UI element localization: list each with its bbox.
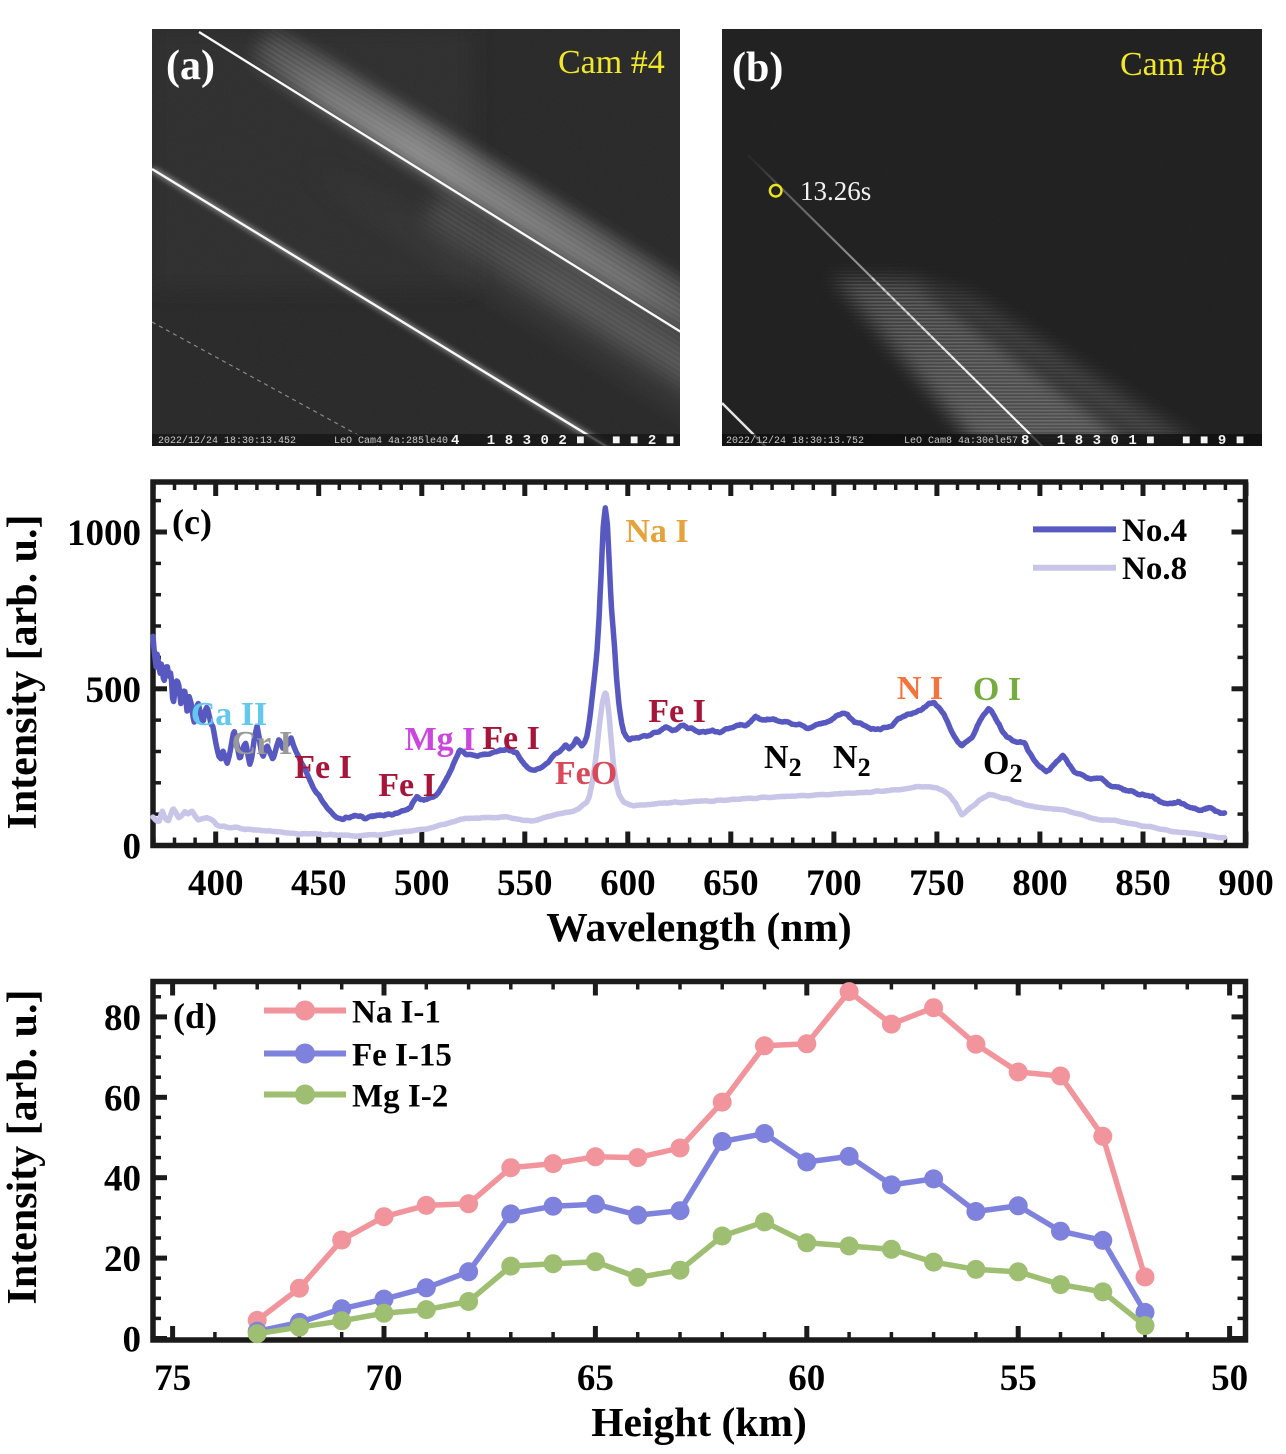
svg-text:Intensity [arb. u.]: Intensity [arb. u.] <box>0 514 46 829</box>
svg-text:LeO Cam4 4a:285le40: LeO Cam4 4a:285le40 <box>334 435 448 446</box>
svg-text:Fe I: Fe I <box>648 693 706 730</box>
svg-text:Fe I-15: Fe I-15 <box>352 1038 452 1074</box>
svg-text:700: 700 <box>806 863 862 904</box>
svg-text:(d): (d) <box>173 996 217 1036</box>
svg-text:No.8: No.8 <box>1122 551 1187 587</box>
svg-text:Intensity [arb. u.]: Intensity [arb. u.] <box>0 989 46 1304</box>
svg-text:550: 550 <box>497 863 553 904</box>
svg-text:Na I-1: Na I-1 <box>352 995 441 1031</box>
svg-text:(a): (a) <box>166 43 215 89</box>
svg-text:0: 0 <box>123 827 142 868</box>
svg-text:Mg I-2: Mg I-2 <box>352 1079 448 1115</box>
svg-text:450: 450 <box>291 863 347 904</box>
svg-text:65: 65 <box>577 1358 614 1399</box>
svg-text:Na I: Na I <box>625 513 688 550</box>
svg-text:O2: O2 <box>983 745 1022 788</box>
svg-text:Cam #8: Cam #8 <box>1120 46 1227 83</box>
svg-text:4 18302■ ■■2■: 4 18302■ ■■2■ <box>451 433 680 446</box>
svg-text:No.4: No.4 <box>1122 513 1187 549</box>
svg-text:0: 0 <box>123 1320 142 1361</box>
svg-text:55: 55 <box>1000 1358 1037 1399</box>
svg-text:(b): (b) <box>732 45 783 91</box>
svg-text:75: 75 <box>154 1358 191 1399</box>
svg-text:FeO: FeO <box>555 755 617 792</box>
svg-text:N I: N I <box>897 670 943 707</box>
svg-text:50: 50 <box>1211 1358 1248 1399</box>
svg-text:Cam #4: Cam #4 <box>558 44 665 81</box>
svg-text:70: 70 <box>366 1358 403 1399</box>
svg-text:Fe I: Fe I <box>482 720 540 757</box>
svg-text:80: 80 <box>104 998 141 1039</box>
svg-text:Height (km): Height (km) <box>591 1399 807 1446</box>
svg-text:N2: N2 <box>833 739 871 782</box>
svg-text:20: 20 <box>104 1239 141 1280</box>
svg-text:40: 40 <box>104 1159 141 1200</box>
svg-text:650: 650 <box>703 863 759 904</box>
svg-text:N2: N2 <box>764 739 802 782</box>
svg-text:400: 400 <box>188 863 244 904</box>
svg-text:2022/12/24 18:30:13.752: 2022/12/24 18:30:13.752 <box>726 435 864 446</box>
svg-text:600: 600 <box>600 863 656 904</box>
svg-text:Fe I: Fe I <box>294 749 352 786</box>
svg-text:2022/12/24 18:30:13.452: 2022/12/24 18:30:13.452 <box>158 435 296 446</box>
svg-text:Cr I: Cr I <box>232 725 293 762</box>
svg-text:1000: 1000 <box>67 513 141 554</box>
svg-text:60: 60 <box>104 1078 141 1119</box>
svg-text:13.26s: 13.26s <box>800 176 871 206</box>
svg-text:850: 850 <box>1115 863 1171 904</box>
svg-text:(c): (c) <box>172 502 212 542</box>
svg-text:O I: O I <box>973 671 1021 708</box>
svg-text:Wavelength (nm): Wavelength (nm) <box>546 904 851 951</box>
svg-text:8 18301■ ■■9■: 8 18301■ ■■9■ <box>1021 433 1254 446</box>
svg-text:Fe I: Fe I <box>378 767 436 804</box>
svg-text:750: 750 <box>909 863 965 904</box>
svg-text:800: 800 <box>1012 863 1068 904</box>
svg-text:900: 900 <box>1218 863 1274 904</box>
svg-text:Mg I: Mg I <box>405 721 476 758</box>
svg-text:500: 500 <box>394 863 450 904</box>
svg-text:500: 500 <box>86 670 142 711</box>
svg-text:LeO Cam8 4a:30ele57: LeO Cam8 4a:30ele57 <box>904 435 1018 446</box>
svg-text:60: 60 <box>788 1358 825 1399</box>
svg-text:Ca II: Ca II <box>191 696 268 733</box>
